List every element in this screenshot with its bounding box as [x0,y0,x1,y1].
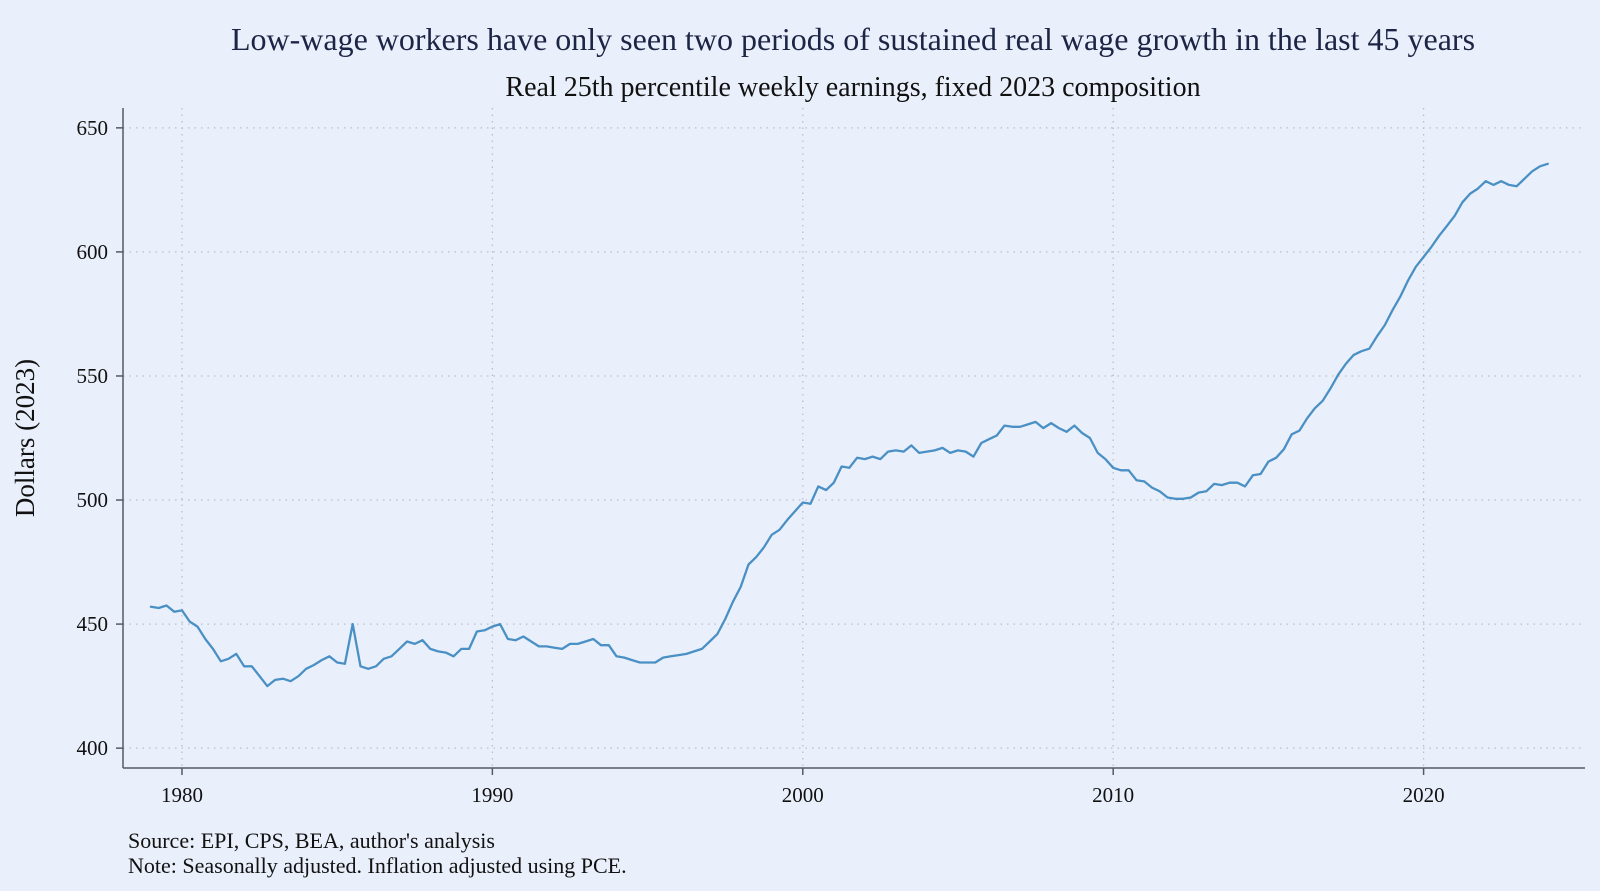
series-line-0 [149,162,1549,688]
y-tick-label-650: 650 [77,116,109,140]
y-tick-label-500: 500 [77,488,109,512]
x-tick-label-1990: 1990 [471,783,513,807]
x-tick-label-2000: 2000 [782,783,824,807]
series-layer [149,162,1549,688]
chart-title: Low-wage workers have only seen two peri… [231,21,1475,57]
y-tick-label-550: 550 [77,364,109,388]
x-tick-label-2010: 2010 [1092,783,1134,807]
gridlines [123,108,1585,768]
chart-subtitle: Real 25th percentile weekly earnings, fi… [505,72,1200,103]
tick-labels: 400 450 500 550 600 650 1980 1990 2000 2010 2020 [77,116,1445,807]
x-tick-label-1980: 1980 [161,783,203,807]
y-axis-title: Dollars (2023) [10,359,40,517]
y-tick-label-600: 600 [77,240,109,264]
y-tick-label-400: 400 [77,736,109,760]
axes [116,108,1585,775]
x-tick-label-2020: 2020 [1403,783,1445,807]
source-note: Source: EPI, CPS, BEA, author's analysis [128,828,495,853]
method-note: Note: Seasonally adjusted. Inflation adj… [128,853,627,878]
y-tick-label-450: 450 [77,612,109,636]
